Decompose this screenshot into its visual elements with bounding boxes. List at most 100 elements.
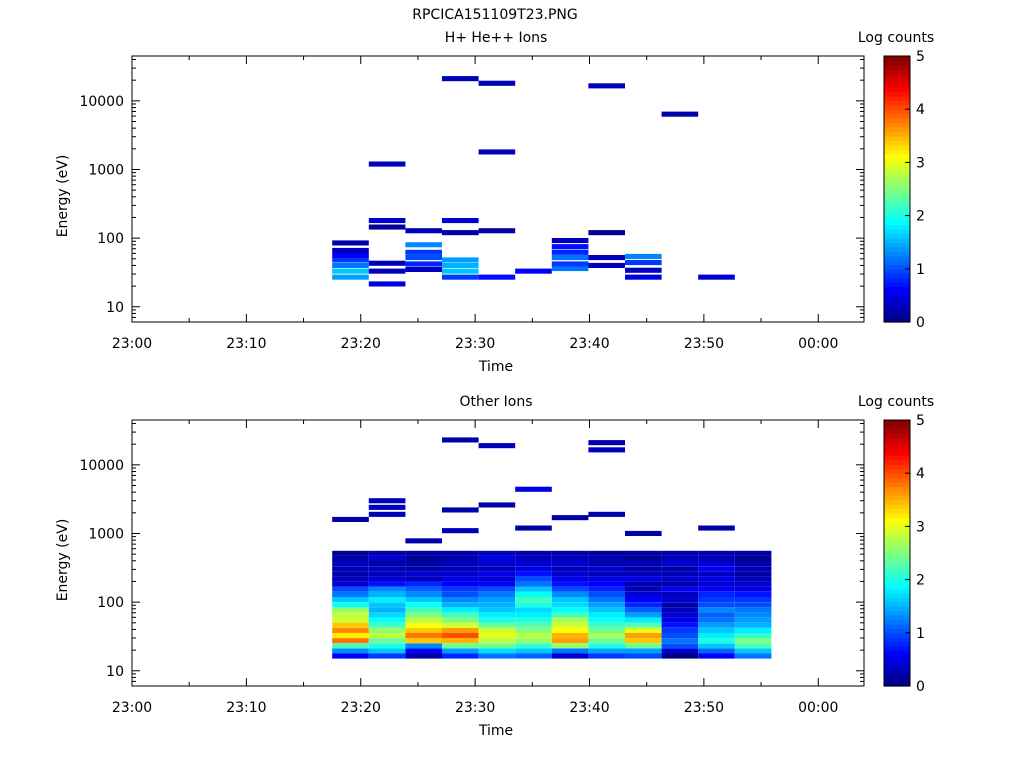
- heatmap-cell: [588, 511, 625, 517]
- heatmap-cell: [588, 638, 625, 644]
- heatmap-cell: [698, 633, 735, 639]
- heatmap-cell: [625, 653, 662, 659]
- heatmap-cell: [661, 622, 699, 628]
- colorbar-swatch: [884, 273, 910, 279]
- heatmap-cell: [734, 602, 772, 608]
- heatmap-cell: [478, 643, 516, 649]
- colorbar-swatch: [884, 659, 910, 665]
- heatmap-cell: [661, 607, 699, 613]
- heatmap-cell: [368, 550, 406, 556]
- colorbar-swatch: [884, 588, 910, 594]
- colorbar-swatch: [884, 202, 910, 208]
- heatmap-cell: [734, 653, 772, 659]
- heatmap-cell: [588, 447, 625, 453]
- heatmap-cell: [332, 581, 369, 587]
- heatmap-cell: [368, 224, 406, 230]
- colorbar-tick-label: 0: [916, 679, 925, 695]
- heatmap-cell: [332, 648, 369, 654]
- heatmap-cell: [442, 76, 479, 82]
- heatmap-cell: [515, 638, 552, 644]
- heatmap-cell: [368, 566, 406, 572]
- colorbar-swatch: [884, 615, 910, 621]
- heatmap-cell: [442, 550, 479, 556]
- heatmap-cell: [368, 561, 406, 567]
- heatmap-cell: [442, 581, 479, 587]
- heatmap-cell: [551, 643, 589, 649]
- colorbar-swatch: [884, 566, 910, 572]
- heatmap-cell: [588, 602, 625, 608]
- y-tick-label: 1000: [88, 526, 124, 542]
- colorbar-swatch: [884, 131, 910, 137]
- heatmap-cell: [551, 591, 589, 597]
- colorbar-swatch: [884, 206, 910, 212]
- colorbar-swatch: [884, 451, 910, 457]
- heatmap-cell: [588, 561, 625, 567]
- colorbar-swatch: [884, 282, 910, 288]
- heatmap-cell: [442, 586, 479, 592]
- colorbar-swatch: [884, 286, 910, 292]
- heatmap-cell: [478, 571, 516, 577]
- heatmap-cell: [625, 648, 662, 654]
- colorbar-swatch: [884, 317, 910, 323]
- heatmap-cell: [332, 252, 369, 258]
- heatmap-cell: [405, 612, 442, 618]
- heatmap-cell: [625, 627, 662, 633]
- heatmap-cell: [442, 607, 479, 613]
- heatmap-cell: [478, 653, 516, 659]
- heatmap-cell: [405, 255, 442, 261]
- axes: 23:00 23:10 23:20 23:30 23:40 23:50 00:00 10 100…: [79, 55, 865, 352]
- heatmap-cell: [515, 622, 552, 628]
- heatmap-cell: [515, 576, 552, 582]
- heatmap-cell: [551, 586, 589, 592]
- heatmap-cell: [551, 617, 589, 623]
- colorbar-tick-label: 2: [916, 573, 925, 589]
- colorbar-swatch: [884, 87, 910, 93]
- heatmap-cell: [625, 607, 662, 613]
- colorbar-swatch: [884, 122, 910, 128]
- colorbar-swatch: [884, 508, 910, 514]
- heatmap-cell: [588, 643, 625, 649]
- heatmap-cell: [698, 648, 735, 654]
- heatmap-cell: [368, 218, 406, 224]
- heatmap-cell: [698, 638, 735, 644]
- heatmap-cell: [368, 622, 406, 628]
- heatmap-cell: [588, 622, 625, 628]
- heatmap-cell: [478, 555, 516, 561]
- heatmap-cell: [332, 617, 369, 623]
- heatmap-cell: [515, 555, 552, 561]
- heatmap-cell: [478, 602, 516, 608]
- heatmap-cell: [551, 550, 589, 556]
- x-tick-label: 23:00: [112, 336, 152, 352]
- colorbar-swatch: [884, 175, 910, 181]
- heatmap-cell: [551, 612, 589, 618]
- heatmap-cell: [661, 602, 699, 608]
- heatmap-cells: [332, 76, 735, 287]
- colorbar-tick-label: 5: [916, 413, 925, 429]
- heatmap-cell: [625, 643, 662, 649]
- heatmap-cell: [405, 576, 442, 582]
- heatmap-cell: [551, 622, 589, 628]
- heatmap-cell: [588, 607, 625, 613]
- heatmap-cell: [442, 633, 479, 639]
- heatmap-cell: [734, 622, 772, 628]
- colorbar-swatch: [884, 575, 910, 581]
- heatmap-cell: [588, 83, 625, 89]
- heatmap-cell: [515, 581, 552, 587]
- colorbar-swatch: [884, 437, 910, 443]
- colorbar-swatch: [884, 69, 910, 75]
- heatmap-cell: [588, 255, 625, 261]
- heatmap-cell: [515, 653, 552, 659]
- colorbar-swatch: [884, 304, 910, 310]
- heatmap-cell: [625, 586, 662, 592]
- heatmap-cell: [368, 268, 406, 274]
- heatmap-cell: [551, 249, 589, 255]
- heatmap-cell: [625, 253, 662, 259]
- heatmap-cell: [625, 597, 662, 603]
- heatmap-cell: [442, 591, 479, 597]
- heatmap-cell: [698, 550, 735, 556]
- heatmap-cell: [515, 648, 552, 654]
- colorbar-swatch: [884, 104, 910, 110]
- heatmap-cell: [332, 576, 369, 582]
- heatmap-cell: [442, 528, 479, 534]
- heatmap-cell: [405, 581, 442, 587]
